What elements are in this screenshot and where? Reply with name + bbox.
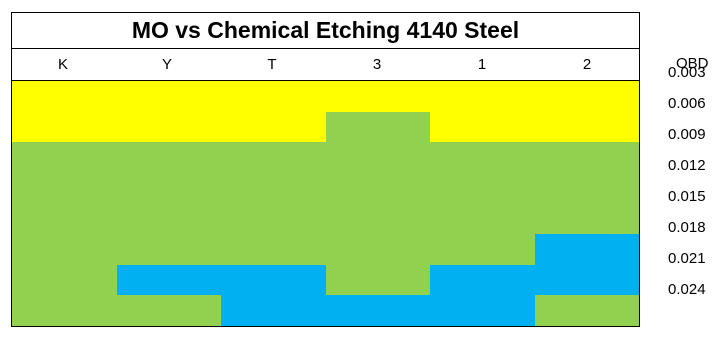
row-tick-label: 0.018 <box>668 219 706 236</box>
heatmap-cell <box>12 81 117 112</box>
heatmap-cell <box>12 265 117 295</box>
column-header-y: Y <box>161 56 172 73</box>
heatmap-cell <box>12 204 117 234</box>
heatmap-cell <box>221 112 326 142</box>
row-tick-label: 0.015 <box>668 188 706 205</box>
heatmap-cell <box>430 234 535 265</box>
heatmap-cell <box>430 204 535 234</box>
heatmap-cell <box>117 81 221 112</box>
heatmap-cell <box>117 265 221 295</box>
heatmap-cell <box>535 81 639 112</box>
row-tick-label: 0.009 <box>668 126 706 143</box>
heatmap-cell <box>221 204 326 234</box>
heatmap-cell <box>221 265 326 295</box>
heatmap-cell <box>430 173 535 204</box>
column-header-1: 1 <box>477 56 487 73</box>
row-tick-label: 0.006 <box>668 95 706 112</box>
heatmap-cell <box>535 265 639 295</box>
row-tick-label: 0.003 <box>668 64 706 81</box>
heatmap-cell <box>117 112 221 142</box>
heatmap-cell <box>117 142 221 173</box>
heatmap-cell <box>326 142 430 173</box>
heatmap-cell <box>12 234 117 265</box>
heatmap-cell <box>535 112 639 142</box>
heatmap-cell <box>117 173 221 204</box>
heatmap-cell <box>535 204 639 234</box>
heatmap-cell <box>221 295 326 326</box>
heatmap-cell <box>221 173 326 204</box>
heatmap-cell <box>326 265 430 295</box>
heatmap-cell <box>326 112 430 142</box>
heatmap-cell <box>12 142 117 173</box>
heatmap-cell <box>430 295 535 326</box>
row-tick-label: 0.012 <box>668 157 706 174</box>
heatmap-cell <box>326 234 430 265</box>
row-tick-label: 0.021 <box>668 250 706 267</box>
heatmap-cell <box>535 173 639 204</box>
row-tick-label: 0.024 <box>668 281 706 298</box>
heatmap-cell <box>430 112 535 142</box>
column-header-t: T <box>267 56 277 73</box>
column-header-row: K Y T 3 1 2 <box>11 49 640 81</box>
heatmap-cell <box>12 173 117 204</box>
heatmap-cell <box>326 204 430 234</box>
heatmap-cell <box>221 142 326 173</box>
column-header-k: K <box>57 56 68 73</box>
heatmap-cell <box>430 142 535 173</box>
heatmap-cell <box>117 295 221 326</box>
heatmap-cell <box>12 295 117 326</box>
heatmap-cell <box>326 295 430 326</box>
heatmap-cell <box>535 234 639 265</box>
column-header-3: 3 <box>372 56 382 73</box>
right-axis-label: OBD <box>676 55 709 72</box>
heatmap-cell <box>12 112 117 142</box>
heatmap-cell <box>221 234 326 265</box>
chart-title: MO vs Chemical Etching 4140 Steel <box>11 12 640 49</box>
column-header-2: 2 <box>582 56 592 73</box>
heatmap-cell <box>117 234 221 265</box>
heatmap-cell <box>326 81 430 112</box>
heatmap-cell <box>430 265 535 295</box>
heatmap-cell <box>117 204 221 234</box>
heatmap-cell <box>535 295 639 326</box>
heatmap-cell <box>535 142 639 173</box>
heatmap-cell <box>430 81 535 112</box>
heatmap-grid <box>12 81 639 326</box>
heatmap-cell <box>326 173 430 204</box>
chart-frame <box>11 12 640 327</box>
heatmap-cell <box>221 81 326 112</box>
